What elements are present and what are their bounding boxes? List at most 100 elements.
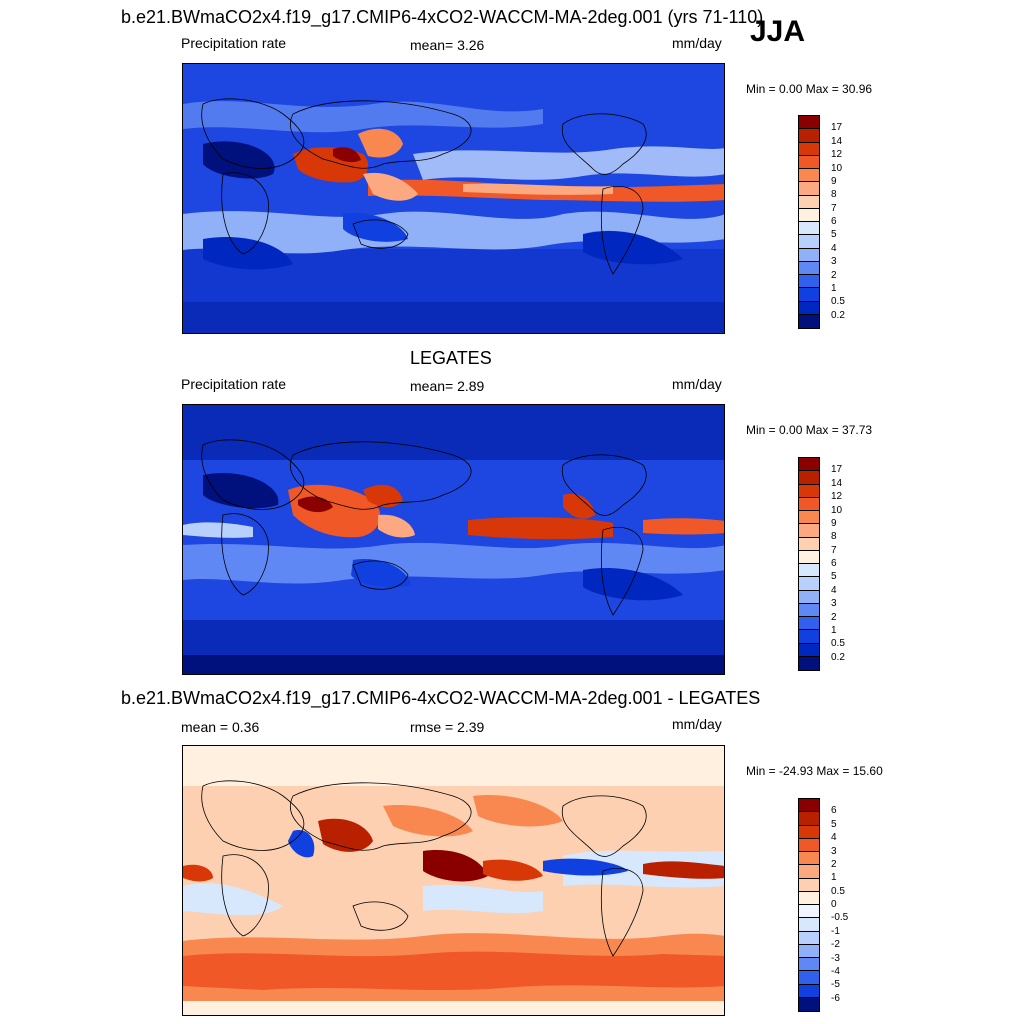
colorbar-cell bbox=[799, 590, 819, 604]
panel-rmse-label: rmse = 2.39 bbox=[410, 719, 485, 735]
colorbar-tick-label: 2 bbox=[831, 269, 837, 281]
colorbar-tick-label: 9 bbox=[831, 517, 837, 529]
colorbar-tick-label: 5 bbox=[831, 229, 837, 241]
colorbar-cell bbox=[799, 261, 819, 275]
colorbar-tick-label: 10 bbox=[831, 162, 843, 174]
colorbar-tick-label: 17 bbox=[831, 464, 843, 476]
colorbar-tick-label: 9 bbox=[831, 175, 837, 187]
colorbar-cell bbox=[799, 471, 819, 485]
map-obs-svg bbox=[183, 405, 724, 674]
colorbar-cell bbox=[799, 564, 819, 578]
colorbar-cell bbox=[799, 878, 819, 892]
colorbar-cell bbox=[799, 301, 819, 315]
colorbar-cell bbox=[799, 116, 819, 130]
colorbar-cell bbox=[799, 497, 819, 511]
colorbar-cell bbox=[799, 222, 819, 236]
colorbar-cell bbox=[799, 838, 819, 852]
colorbar-cell bbox=[799, 825, 819, 839]
panel-mean-label: mean= 3.26 bbox=[410, 37, 485, 53]
colorbar-cell bbox=[799, 643, 819, 657]
colorbar-cell bbox=[799, 918, 819, 932]
colorbar-tick-label: -6 bbox=[831, 992, 840, 1004]
colorbar-cell bbox=[799, 484, 819, 498]
colorbar-cell bbox=[799, 603, 819, 617]
panel-mean-label: mean = 0.36 bbox=[181, 719, 260, 735]
colorbar-cell bbox=[799, 997, 819, 1011]
colorbar-cell bbox=[799, 314, 819, 328]
colorbar-tick-label: -0.5 bbox=[831, 912, 849, 924]
colorbar-tick-label: 5 bbox=[831, 571, 837, 583]
colorbar-cell bbox=[799, 812, 819, 826]
panel-units-label: mm/day bbox=[672, 376, 722, 392]
colorbar-cell bbox=[799, 852, 819, 866]
colorbar-cell bbox=[799, 208, 819, 222]
colorbar-tick-label: -2 bbox=[831, 939, 840, 951]
colorbar-cell bbox=[799, 931, 819, 945]
colorbar-cell bbox=[799, 235, 819, 249]
colorbar-tick-label: 1 bbox=[831, 282, 837, 294]
panel-mean-label: mean= 2.89 bbox=[410, 378, 485, 394]
map-model-svg bbox=[183, 64, 724, 333]
colorbar-cell bbox=[799, 550, 819, 564]
colorbar-tick-label: 14 bbox=[831, 135, 843, 147]
panel-minmax-label: Min = 0.00 Max = 30.96 bbox=[746, 82, 873, 96]
colorbar-tick-label: 7 bbox=[831, 202, 837, 214]
precip-map-model bbox=[182, 63, 725, 334]
colorbar-cell bbox=[799, 288, 819, 302]
colorbar-cell bbox=[799, 630, 819, 644]
colorbar-tick-label: 14 bbox=[831, 477, 843, 489]
colorbar-tick-label: 3 bbox=[831, 256, 837, 268]
colorbar-cell bbox=[799, 944, 819, 958]
panel-title-obs: LEGATES bbox=[410, 348, 492, 368]
colorbar-tick-label: 4 bbox=[831, 584, 837, 596]
colorbar-tick-label: 6 bbox=[831, 216, 837, 227]
colorbar-tick-label: 0.2 bbox=[831, 651, 845, 663]
colorbar-cell bbox=[799, 577, 819, 591]
colorbar-cell bbox=[799, 984, 819, 998]
colorbar-cell bbox=[799, 155, 819, 169]
colorbar-tick-label: 0 bbox=[831, 899, 837, 910]
colorbar-tick-label: 7 bbox=[831, 544, 837, 556]
colorbar-tick-label: 0.5 bbox=[831, 885, 845, 897]
colorbar-cell bbox=[799, 905, 819, 919]
colorbar-tick-label: 3 bbox=[831, 598, 837, 610]
colorbar-cell bbox=[799, 958, 819, 972]
colorbar-cell bbox=[799, 891, 819, 905]
colorbar-tick-label: 4 bbox=[831, 832, 837, 844]
colorbar-cell bbox=[799, 248, 819, 262]
colorbar-tick-label: 10 bbox=[831, 504, 843, 516]
map-diff-svg bbox=[183, 746, 724, 1015]
panel-units-label: mm/day bbox=[672, 716, 722, 732]
panel-minmax-label: Min = -24.93 Max = 15.60 bbox=[746, 764, 883, 778]
panel-variable-label: Precipitation rate bbox=[181, 376, 287, 392]
colorbar-tick-label: 17 bbox=[831, 122, 843, 134]
colorbar-tick-label: 1 bbox=[831, 872, 837, 884]
colorbar-tick-label: 1 bbox=[831, 624, 837, 636]
panel-variable-label: Precipitation rate bbox=[181, 35, 287, 51]
colorbar-cell bbox=[799, 182, 819, 196]
colorbar-tick-label: 8 bbox=[831, 189, 837, 201]
colorbar-cell bbox=[799, 656, 819, 670]
colorbar-tick-label: 0.5 bbox=[831, 638, 845, 650]
panel-units-label: mm/day bbox=[672, 35, 722, 51]
colorbar-tick-label: 2 bbox=[831, 858, 837, 870]
colorbar-cell bbox=[799, 129, 819, 143]
colorbar-cell bbox=[799, 524, 819, 538]
season-label: JJA bbox=[750, 15, 806, 48]
colorbar-cell bbox=[799, 511, 819, 525]
colorbar-tick-label: -1 bbox=[831, 925, 840, 937]
colorbar-tick-label: 12 bbox=[831, 149, 843, 161]
colorbar-tick-label: 0.2 bbox=[831, 309, 845, 321]
colorbar-tick-label: -5 bbox=[831, 979, 840, 991]
colorbar-cell bbox=[799, 169, 819, 183]
colorbar-cell bbox=[799, 142, 819, 156]
precip-map-diff bbox=[182, 745, 725, 1016]
colorbar-cell bbox=[799, 971, 819, 985]
colorbar-cell bbox=[799, 537, 819, 551]
colorbar-tick-label: 6 bbox=[831, 558, 837, 569]
panel-minmax-label: Min = 0.00 Max = 37.73 bbox=[746, 423, 873, 437]
colorbar-model bbox=[798, 115, 820, 329]
colorbar-tick-label: -4 bbox=[831, 965, 840, 977]
colorbar-tick-label: 4 bbox=[831, 242, 837, 254]
colorbar-cell bbox=[799, 617, 819, 631]
